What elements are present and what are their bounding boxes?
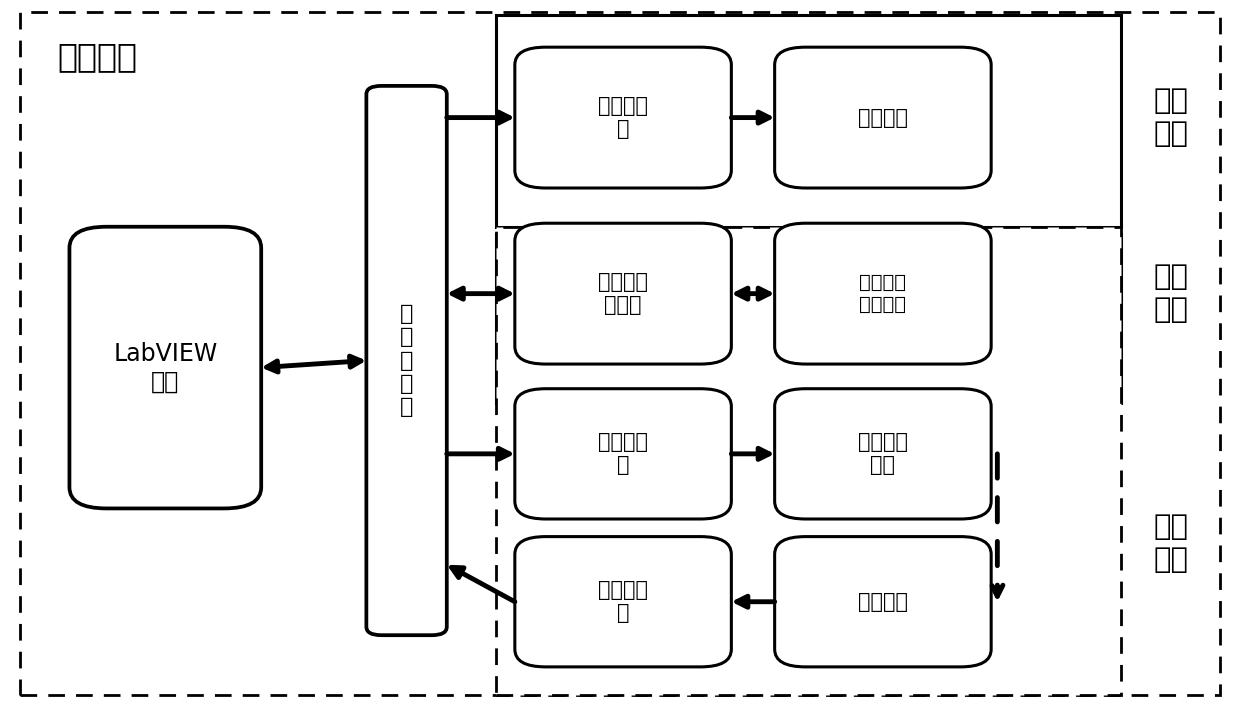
Text: 电机控制
器: 电机控制 器 <box>598 96 649 139</box>
Text: 射频磁场
控制器: 射频磁场 控制器 <box>598 272 649 315</box>
FancyBboxPatch shape <box>515 47 732 188</box>
Text: 控制模块: 控制模块 <box>57 40 138 73</box>
Text: 测温
模块: 测温 模块 <box>1153 513 1188 574</box>
Text: 前置放大
器: 前置放大 器 <box>598 580 649 624</box>
Bar <box>496 234 1121 403</box>
Bar <box>496 227 1121 695</box>
FancyBboxPatch shape <box>775 389 991 519</box>
Text: 数
据
采
集
卡: 数 据 采 集 卡 <box>399 304 413 417</box>
Text: 加热
模块: 加热 模块 <box>1153 264 1188 324</box>
FancyBboxPatch shape <box>775 537 991 667</box>
Bar <box>496 16 1121 227</box>
FancyBboxPatch shape <box>775 47 991 188</box>
FancyBboxPatch shape <box>515 223 732 364</box>
Text: 赫姆霍兹
线圈: 赫姆霍兹 线圈 <box>858 432 908 475</box>
FancyBboxPatch shape <box>515 389 732 519</box>
Text: 射频磁场
发生装置: 射频磁场 发生装置 <box>859 273 906 314</box>
FancyBboxPatch shape <box>69 227 262 508</box>
Text: 传送
模块: 传送 模块 <box>1153 88 1188 148</box>
Text: 滑台模组: 滑台模组 <box>858 107 908 127</box>
FancyBboxPatch shape <box>775 223 991 364</box>
FancyBboxPatch shape <box>366 86 446 635</box>
Text: LabVIEW
模块: LabVIEW 模块 <box>113 341 217 394</box>
Text: 探测线圈: 探测线圈 <box>858 592 908 612</box>
FancyBboxPatch shape <box>515 537 732 667</box>
Text: 功率放大
器: 功率放大 器 <box>598 432 649 475</box>
